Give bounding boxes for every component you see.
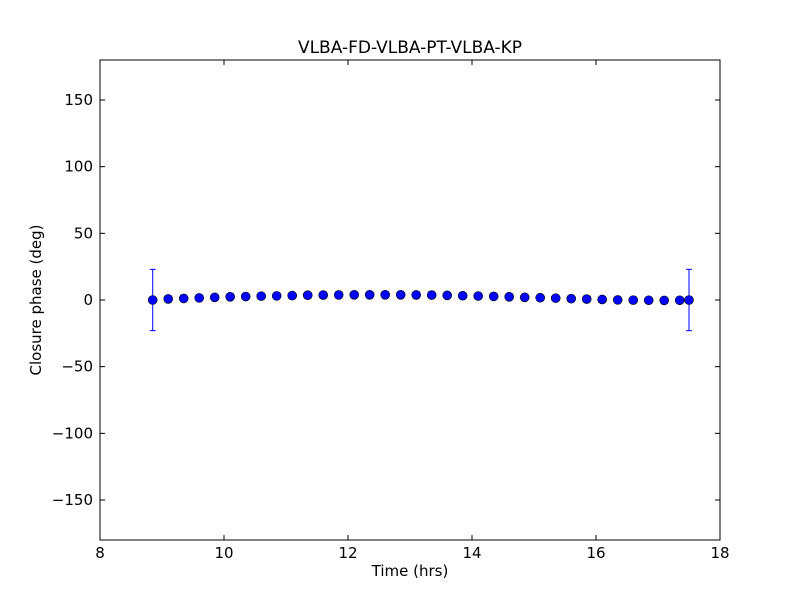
x-tick-label: 8 (95, 544, 105, 562)
data-point (550, 293, 561, 303)
data-point (473, 291, 484, 301)
data-point (411, 290, 422, 300)
data-point (488, 291, 499, 302)
y-tick-label: 100 (64, 158, 93, 176)
data-point (302, 290, 313, 301)
x-tick-label: 10 (214, 544, 233, 562)
y-tick-label: −50 (61, 358, 93, 376)
data-point (659, 295, 670, 306)
y-tick-label: 50 (74, 224, 93, 242)
data-point (581, 294, 592, 304)
chart-title: VLBA-FD-VLBA-PT-VLBA-KP (298, 38, 522, 58)
data-point (380, 289, 391, 300)
data-point (426, 290, 437, 300)
data-point (684, 295, 694, 305)
data-point (504, 291, 515, 302)
plot-frame (99, 59, 721, 541)
x-tick-label: 12 (338, 544, 357, 562)
data-point (318, 290, 329, 300)
data-point (147, 295, 158, 305)
data-point (256, 291, 267, 301)
data-points (147, 289, 694, 306)
data-point (271, 291, 282, 301)
data-point (566, 293, 577, 304)
data-point (612, 295, 623, 305)
data-point (395, 289, 406, 300)
data-point (333, 290, 344, 300)
x-tick-label: 14 (462, 544, 481, 562)
y-axis-label: Closure phase (deg) (27, 225, 45, 376)
data-point (535, 292, 546, 303)
data-point (364, 289, 375, 300)
data-point (178, 293, 189, 304)
x-axis-label: Time (hrs) (371, 562, 449, 580)
y-tick-label: −100 (52, 424, 93, 442)
y-tick-label: −150 (52, 491, 93, 509)
axis-ticks: 8 10 12 14 16 18 −150 −100 −50 0 50 100 150 (52, 60, 730, 562)
data-point (519, 292, 530, 303)
x-tick-label: 16 (586, 544, 605, 562)
data-point (287, 290, 298, 301)
data-point (674, 295, 685, 306)
y-tick-label: 0 (83, 291, 93, 309)
data-point (349, 289, 360, 300)
data-point (209, 292, 220, 303)
data-point (628, 295, 639, 305)
data-point (240, 291, 251, 302)
data-point (442, 290, 453, 301)
data-point (643, 295, 654, 306)
data-point (163, 294, 173, 304)
data-point (194, 293, 204, 303)
data-point (225, 291, 235, 302)
y-tick-label: 150 (64, 91, 93, 109)
data-point (457, 290, 468, 301)
data-point (597, 294, 608, 305)
x-tick-label: 18 (710, 544, 729, 562)
